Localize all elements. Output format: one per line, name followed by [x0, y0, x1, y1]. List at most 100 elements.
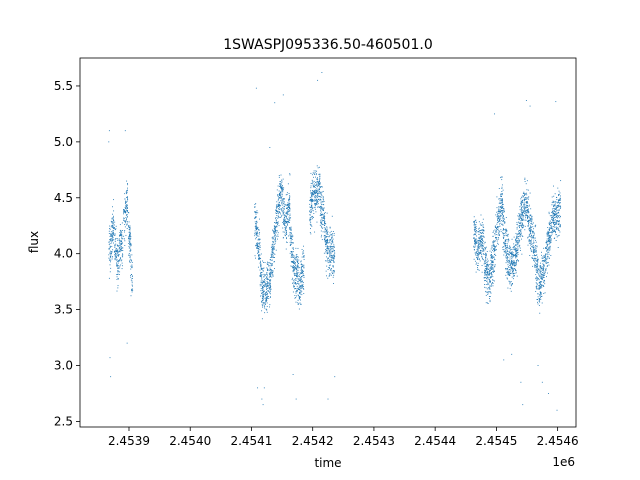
data-point [474, 240, 476, 242]
data-point [480, 236, 482, 238]
data-point [112, 228, 114, 230]
data-point [112, 234, 114, 236]
data-point [273, 236, 275, 238]
data-point [510, 272, 512, 274]
data-point [323, 209, 324, 211]
data-point [292, 265, 294, 266]
data-point [498, 202, 500, 204]
data-point [521, 214, 523, 216]
data-point [505, 255, 507, 257]
data-point [327, 262, 329, 264]
data-point [555, 223, 557, 225]
data-point [478, 237, 480, 239]
data-point [479, 243, 481, 244]
data-point [326, 226, 328, 228]
data-point [489, 296, 491, 297]
data-point [261, 398, 263, 400]
data-point [482, 229, 484, 231]
data-point [264, 262, 266, 263]
data-point [481, 232, 483, 234]
data-point [314, 186, 316, 188]
data-point [558, 199, 560, 200]
data-point [128, 235, 130, 237]
data-point [523, 207, 525, 209]
data-point [273, 233, 275, 235]
data-point [486, 277, 488, 279]
data-point [491, 274, 493, 276]
data-point [280, 216, 282, 218]
data-point [263, 307, 265, 309]
data-point [502, 207, 504, 209]
data-point [501, 179, 503, 181]
data-point [259, 231, 261, 233]
data-point [263, 281, 264, 283]
data-point [483, 263, 485, 265]
data-point [275, 226, 277, 228]
data-point [482, 218, 484, 220]
data-point [518, 218, 520, 220]
data-point [505, 217, 507, 218]
data-point [255, 227, 257, 229]
data-point [280, 191, 282, 193]
data-point [509, 269, 511, 271]
data-point [481, 235, 483, 237]
data-point [492, 248, 494, 249]
data-point [257, 249, 259, 251]
data-point [296, 261, 298, 262]
data-point [256, 247, 257, 249]
data-point [297, 299, 299, 301]
data-point [508, 238, 509, 240]
data-point [128, 234, 130, 236]
data-point [275, 217, 276, 219]
data-point [487, 303, 489, 305]
data-point [310, 221, 312, 223]
data-point [529, 218, 531, 220]
data-point [126, 221, 128, 223]
data-point [311, 200, 313, 202]
data-point [555, 226, 557, 228]
data-point [532, 246, 533, 248]
data-point [480, 241, 482, 242]
data-point [277, 216, 279, 218]
data-point [545, 241, 547, 243]
data-point [558, 223, 560, 225]
data-point [546, 232, 548, 234]
data-point [129, 258, 131, 260]
data-point [490, 285, 492, 287]
data-point [524, 212, 526, 214]
data-point [315, 190, 317, 191]
data-point [545, 254, 547, 256]
data-point [482, 229, 484, 231]
data-point [524, 229, 526, 231]
data-point [530, 247, 531, 249]
data-point [117, 245, 119, 247]
data-point [291, 254, 293, 256]
data-point [261, 274, 263, 276]
data-point [511, 267, 513, 269]
data-point [481, 254, 483, 256]
data-point [492, 282, 494, 284]
data-point [113, 215, 114, 217]
data-point [491, 284, 493, 286]
data-point [529, 105, 531, 107]
data-point [499, 200, 501, 202]
data-point [499, 211, 501, 213]
data-point [482, 226, 484, 228]
data-point [484, 273, 486, 275]
data-point [116, 290, 118, 292]
data-point [319, 180, 321, 182]
data-point [118, 239, 120, 241]
data-point [559, 198, 561, 200]
data-point [255, 226, 257, 228]
data-point [283, 198, 285, 200]
data-point [507, 273, 509, 275]
data-point [289, 213, 291, 215]
data-point [474, 243, 476, 245]
data-point [517, 243, 519, 245]
data-point [488, 265, 490, 267]
data-point [333, 255, 335, 257]
data-point [497, 214, 499, 216]
data-point [289, 208, 291, 210]
data-point [320, 225, 322, 227]
data-point [547, 248, 549, 250]
